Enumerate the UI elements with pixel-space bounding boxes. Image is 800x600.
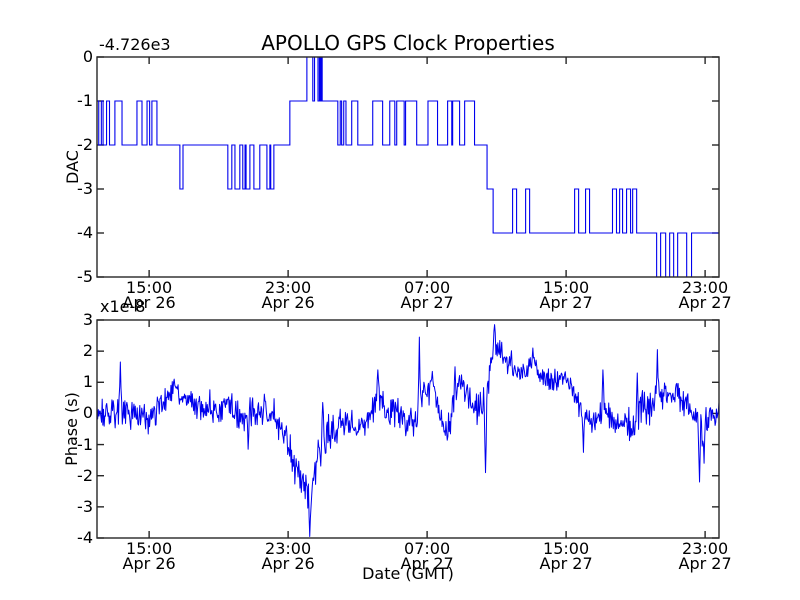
x-tick-label: Apr 27 xyxy=(400,554,454,573)
x-tick-label: 23:00 xyxy=(682,278,729,297)
phase-axis-multiplier-label: x1e-8 xyxy=(100,297,146,316)
x-tick-label: 23:00 xyxy=(265,278,312,297)
y-tick-label: -2 xyxy=(77,135,93,154)
y-tick-label: -4 xyxy=(77,223,93,242)
y-tick-label: 0 xyxy=(82,47,93,66)
phase-y-axis-label: Phase (s) xyxy=(62,392,81,466)
x-tick-label: Apr 27 xyxy=(678,554,732,573)
x-tick-label: Apr 27 xyxy=(539,554,593,573)
x-tick-label: 15:00 xyxy=(126,278,173,297)
x-tick-label: Apr 26 xyxy=(122,554,176,573)
chart-title: APOLLO GPS Clock Properties xyxy=(261,31,555,55)
x-tick-label: Apr 27 xyxy=(678,293,732,312)
y-tick-label: -1 xyxy=(77,434,93,454)
y-tick-label: -4 xyxy=(77,528,93,547)
y-tick-label: -5 xyxy=(77,267,93,286)
x-tick-label: 15:00 xyxy=(126,539,173,558)
y-tick-label: 2 xyxy=(82,341,93,361)
x-tick-label: Apr 26 xyxy=(261,554,315,573)
y-tick-label: 1 xyxy=(82,372,93,392)
y-tick-label: -3 xyxy=(77,179,93,198)
dac-y-axis-label: DAC xyxy=(63,150,82,184)
y-tick-label: 0 xyxy=(82,403,93,423)
x-tick-label: 23:00 xyxy=(265,539,312,558)
x-tick-label: 07:00 xyxy=(404,278,451,297)
x-tick-label: 07:00 xyxy=(404,539,451,558)
x-tick-label: 23:00 xyxy=(682,539,729,558)
x-tick-label: Apr 27 xyxy=(539,293,593,312)
y-tick-label: -1 xyxy=(77,91,93,110)
y-tick-label: 3 xyxy=(82,310,93,329)
x-tick-label: Apr 27 xyxy=(400,293,454,312)
x-tick-label: 15:00 xyxy=(543,539,590,558)
y-tick-label: -2 xyxy=(77,465,93,485)
x-axis-label: Date (GMT) xyxy=(362,564,454,583)
x-tick-label: Apr 26 xyxy=(261,293,315,312)
x-tick-label: Apr 26 xyxy=(122,293,176,312)
y-tick-label: -3 xyxy=(77,496,93,516)
dac-axis-offset-label: -4.726e3 xyxy=(99,35,171,54)
x-tick-label: 15:00 xyxy=(543,278,590,297)
